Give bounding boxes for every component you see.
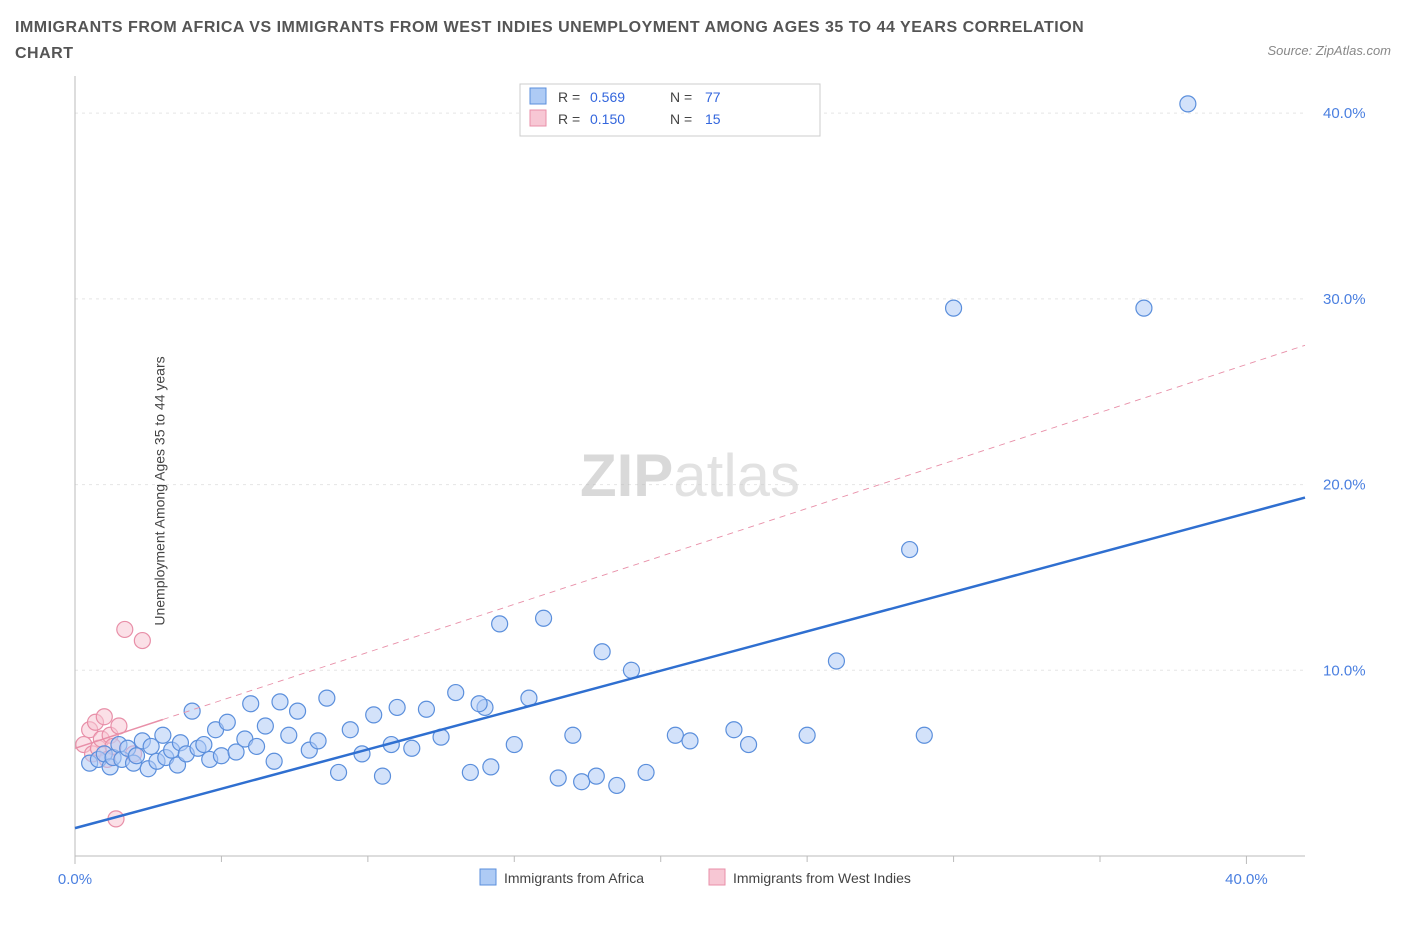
legend-n-value: 15 [705, 111, 721, 127]
y-axis-label: Unemployment Among Ages 35 to 44 years [152, 357, 168, 626]
data-point [506, 737, 522, 753]
header: IMMIGRANTS FROM AFRICA VS IMMIGRANTS FRO… [15, 15, 1391, 66]
data-point [404, 740, 420, 756]
data-point [1136, 300, 1152, 316]
y-tick-label: 20.0% [1323, 477, 1366, 494]
legend-r-label: R = [558, 111, 580, 127]
series-swatch [480, 869, 496, 885]
data-point [272, 694, 288, 710]
data-point [243, 696, 259, 712]
y-tick-label: 30.0% [1323, 291, 1366, 308]
data-point [916, 727, 932, 743]
x-tick-label: 40.0% [1225, 871, 1268, 888]
data-point [342, 722, 358, 738]
legend-r-value: 0.569 [590, 89, 625, 105]
data-point [219, 714, 235, 730]
data-point [536, 610, 552, 626]
data-point [184, 703, 200, 719]
data-point [375, 768, 391, 784]
series-label: Immigrants from Africa [504, 870, 644, 886]
legend-swatch [530, 88, 546, 104]
data-point [213, 748, 229, 764]
data-point [471, 696, 487, 712]
series-label: Immigrants from West Indies [733, 870, 911, 886]
data-point [799, 727, 815, 743]
data-point [609, 778, 625, 794]
data-point [492, 616, 508, 632]
y-tick-label: 10.0% [1323, 662, 1366, 679]
legend-n-label: N = [670, 111, 692, 127]
data-point [574, 774, 590, 790]
data-point [667, 727, 683, 743]
data-point [594, 644, 610, 660]
data-point [448, 685, 464, 701]
data-point [483, 759, 499, 775]
data-point [1180, 96, 1196, 112]
data-point [196, 737, 212, 753]
data-point [266, 753, 282, 769]
data-point [310, 733, 326, 749]
data-point [638, 765, 654, 781]
x-tick-label: 0.0% [58, 871, 92, 888]
data-point [462, 765, 478, 781]
source-attribution: Source: ZipAtlas.com [1267, 43, 1391, 58]
data-point [257, 718, 273, 734]
watermark: ZIPatlas [580, 442, 800, 509]
data-point [249, 739, 265, 755]
data-point [96, 709, 112, 725]
data-point [902, 542, 918, 558]
data-point [129, 748, 145, 764]
data-point [565, 727, 581, 743]
data-point [418, 701, 434, 717]
data-point [117, 622, 133, 638]
data-point [319, 690, 335, 706]
legend-r-label: R = [558, 89, 580, 105]
y-tick-label: 40.0% [1323, 105, 1366, 122]
legend-n-value: 77 [705, 89, 721, 105]
data-point [946, 300, 962, 316]
data-point [290, 703, 306, 719]
chart-container: Unemployment Among Ages 35 to 44 years 1… [15, 76, 1391, 906]
scatter-chart: 10.0% 20.0% 30.0% 40.0% ZIPatlas 0.0% 40.0% R =… [15, 76, 1391, 906]
legend-swatch [530, 110, 546, 126]
legend-n-label: N = [670, 89, 692, 105]
data-point [828, 653, 844, 669]
data-point [726, 722, 742, 738]
data-point [155, 727, 171, 743]
data-point [550, 770, 566, 786]
legend-r-value: 0.150 [590, 111, 625, 127]
chart-title: IMMIGRANTS FROM AFRICA VS IMMIGRANTS FRO… [15, 15, 1115, 66]
data-point [682, 733, 698, 749]
data-point [281, 727, 297, 743]
series-swatch [709, 869, 725, 885]
data-point [741, 737, 757, 753]
data-point [389, 700, 405, 716]
data-point [588, 768, 604, 784]
data-point [134, 633, 150, 649]
data-point [331, 765, 347, 781]
data-point [366, 707, 382, 723]
